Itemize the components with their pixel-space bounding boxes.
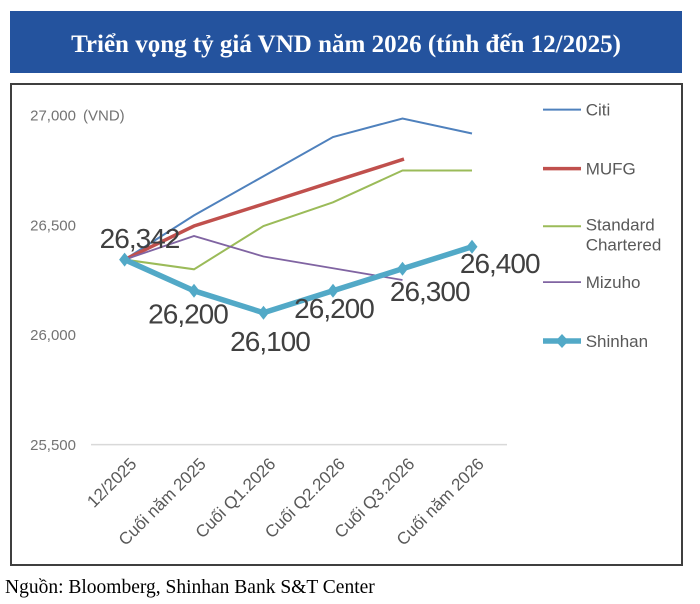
svg-text:26,300: 26,300 (390, 276, 470, 307)
svg-text:26,200: 26,200 (294, 293, 374, 324)
svg-text:27,000: 27,000 (30, 108, 76, 125)
svg-text:Mizuho: Mizuho (586, 273, 641, 292)
svg-text:(VND): (VND) (83, 108, 125, 125)
svg-text:MUFG: MUFG (586, 160, 636, 179)
svg-text:26,400: 26,400 (460, 248, 540, 279)
svg-text:26,100: 26,100 (230, 326, 310, 357)
svg-text:Chartered: Chartered (586, 236, 662, 255)
svg-text:26,342: 26,342 (100, 223, 180, 254)
svg-text:Standard: Standard (586, 215, 655, 234)
svg-text:26,200: 26,200 (148, 299, 228, 330)
svg-text:Citi: Citi (586, 101, 611, 120)
svg-text:Shinhan: Shinhan (586, 332, 648, 351)
svg-text:25,500: 25,500 (30, 437, 76, 454)
svg-text:26,500: 26,500 (30, 217, 76, 234)
svg-text:12/2025: 12/2025 (83, 454, 140, 511)
svg-text:26,000: 26,000 (30, 327, 76, 344)
